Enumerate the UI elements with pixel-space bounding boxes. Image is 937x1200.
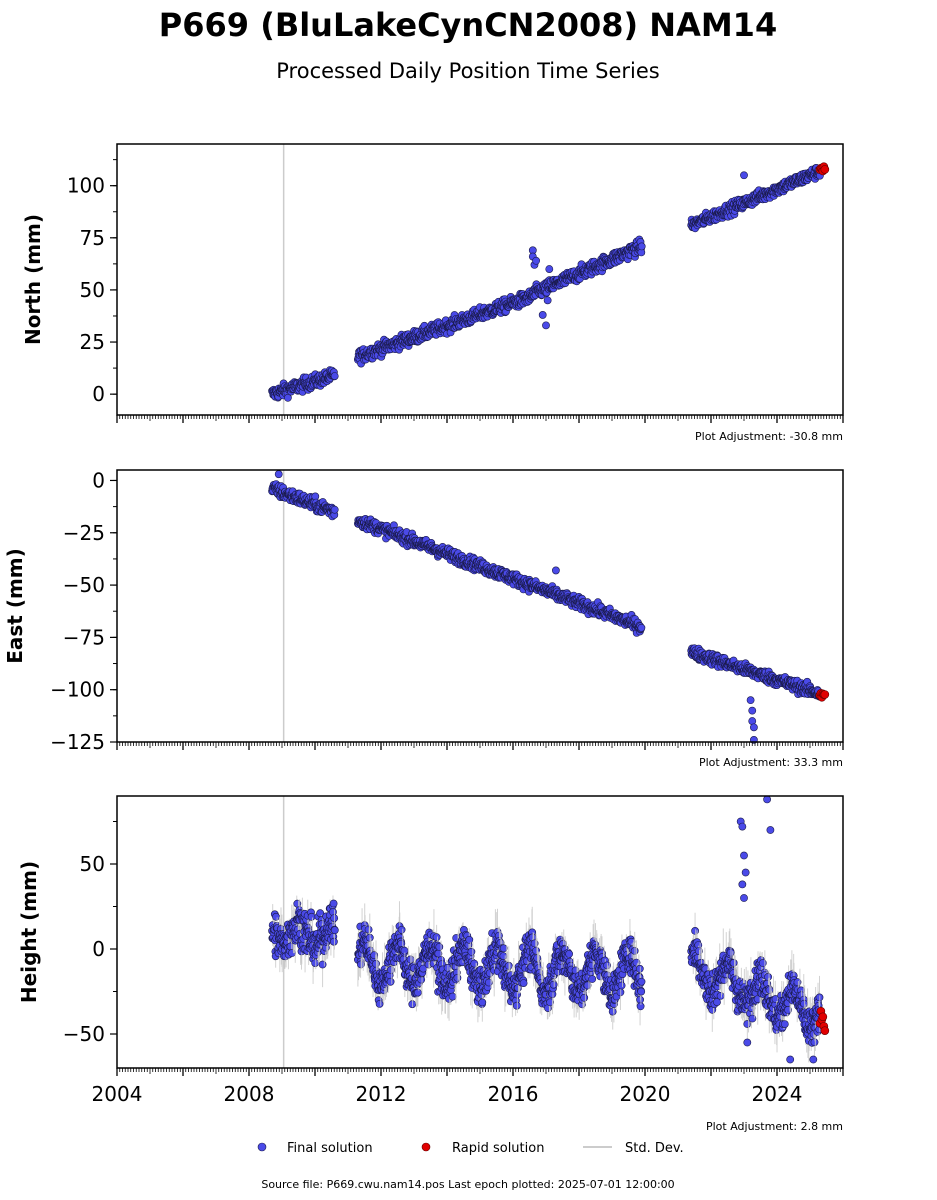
- y-tick-label: −125: [50, 730, 105, 754]
- final-solution-point: [748, 706, 757, 715]
- final-solution-point: [637, 987, 646, 996]
- y-tick-label: 25: [80, 330, 105, 354]
- final-solution-point: [750, 723, 758, 732]
- final-solution-point: [637, 977, 646, 986]
- final-solution-point: [608, 1007, 617, 1016]
- y-tick-label: 75: [80, 226, 105, 250]
- y-tick-label: 0: [92, 382, 105, 406]
- plot-adjustment-note: Plot Adjustment: -30.8 mm: [695, 430, 843, 443]
- final-solution-point: [716, 992, 725, 1000]
- final-solution-point: [538, 311, 547, 319]
- final-solution-point: [274, 470, 283, 479]
- final-solution-point: [318, 960, 327, 969]
- final-solution-point: [637, 242, 646, 251]
- y-tick-label: −25: [63, 521, 105, 545]
- final-solution-point: [519, 979, 528, 987]
- final-solution-point: [746, 696, 755, 705]
- rapid-solution-point: [820, 165, 830, 174]
- final-solution-point: [580, 993, 589, 1002]
- final-solution-point: [617, 981, 626, 990]
- final-solution-point: [465, 935, 474, 944]
- east-panel: 0 −25 −50 −75 −100 −125 East (mm) Plot Adjustme…: [3, 468, 844, 769]
- north-panel: 0 25 50 75 100 North (mm) Plot Adjustment: -30…: [21, 143, 844, 443]
- final-solution-point: [545, 265, 554, 273]
- final-solution-point: [329, 899, 338, 908]
- final-solution-point: [272, 912, 280, 921]
- final-solution-point: [448, 992, 457, 1001]
- final-solution-point: [397, 925, 406, 934]
- final-solution-point: [532, 256, 540, 265]
- final-solution-point: [549, 980, 558, 989]
- axes-frame: [116, 469, 844, 743]
- final-solution-point: [565, 950, 573, 958]
- y-tick-label: −50: [63, 573, 105, 597]
- data-points: [268, 795, 830, 1064]
- final-solution-point: [330, 926, 339, 935]
- final-solution-point: [330, 505, 339, 514]
- final-solution-point: [637, 623, 646, 632]
- final-solution-point: [588, 975, 597, 983]
- plot-adjustment-note: Plot Adjustment: 33.3 mm: [699, 756, 843, 769]
- final-solution-point: [283, 393, 292, 402]
- final-solution-point: [435, 943, 444, 951]
- final-solution-point: [307, 912, 316, 921]
- final-solution-point: [478, 998, 487, 1007]
- final-solution-point: [467, 947, 476, 956]
- chart-subtitle: Processed Daily Position Time Series: [276, 59, 660, 83]
- final-solution-point: [512, 1001, 521, 1010]
- y-tick-label: 100: [67, 174, 105, 198]
- final-solution-point: [386, 977, 395, 986]
- final-solution-point: [729, 959, 738, 967]
- final-solution-point: [543, 296, 552, 305]
- data-points: [268, 162, 830, 402]
- final-solution-point: [329, 937, 338, 946]
- final-solution-point: [740, 171, 748, 180]
- chart-title: P669 (BluLakeCynCN2008) NAM14: [159, 6, 777, 44]
- final-solution-point: [432, 933, 441, 942]
- final-solution-point: [364, 925, 373, 934]
- final-solution-point: [375, 1000, 384, 1008]
- rapid-solution-point: [820, 690, 830, 699]
- y-tick-label: 0: [92, 468, 105, 492]
- final-solution-point: [635, 964, 644, 973]
- final-solution-point: [552, 566, 560, 575]
- final-solution-point: [413, 988, 422, 997]
- data-points: [268, 470, 830, 744]
- axes-frame: [116, 143, 844, 416]
- y-tick-label: 50: [80, 278, 105, 302]
- final-solution-point: [499, 952, 508, 960]
- final-solution-point: [330, 372, 339, 380]
- y-tick-label: −100: [50, 678, 105, 702]
- y-tick-label: −75: [63, 625, 105, 649]
- y-axis-label: North (mm): [21, 214, 45, 345]
- y-axis-label: East (mm): [3, 548, 27, 664]
- final-solution-point: [542, 321, 550, 330]
